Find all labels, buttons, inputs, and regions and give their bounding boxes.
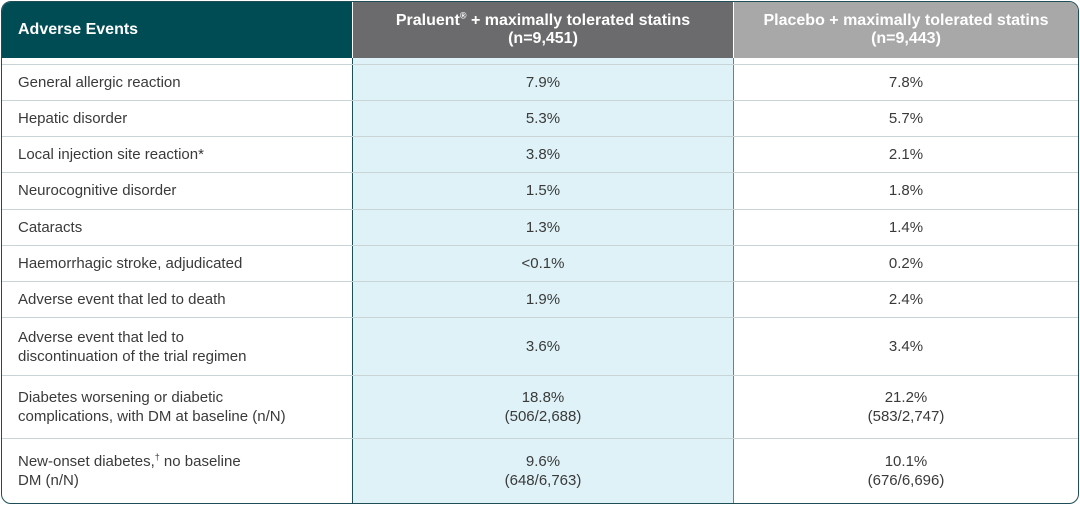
event-cell: Adverse event that led to death	[2, 281, 353, 318]
header-placebo-name: Placebo + maximally tolerated statins	[763, 11, 1049, 29]
praluent-cell: <0.1%	[353, 245, 734, 281]
event-cell: Haemorrhagic stroke, adjudicated	[2, 245, 353, 281]
placebo-cell: 21.2% (583/2,747)	[734, 376, 1078, 438]
header-placebo: Placebo + maximally tolerated statins (n…	[734, 2, 1078, 58]
event-line-2: discontinuation of the trial regimen	[18, 347, 247, 365]
header-praluent-name: Praluent	[395, 11, 460, 29]
praluent-cell: 9.6% (648/6,763)	[353, 438, 734, 503]
event-line-1b: no baseline	[159, 452, 241, 470]
header-spacer-row	[2, 57, 1078, 65]
praluent-cell: 7.9%	[353, 64, 734, 100]
header-praluent-reg: ®	[459, 10, 467, 21]
table-row: Neurocognitive disorder 1.5% 1.8%	[2, 173, 1078, 210]
placebo-cell: 2.4%	[888, 291, 924, 309]
header-adverse-events-label: Adverse Events	[18, 20, 139, 38]
header-praluent-n: (n=9,451)	[508, 29, 578, 47]
table-row: Local injection site reaction* 3.8% 2.1%	[2, 137, 1078, 174]
table-row: Adverse event that led to death 1.9% 2.4…	[2, 281, 1078, 319]
table-row: Cataracts 1.3% 1.4%	[2, 209, 1078, 246]
placebo-cell: 3.4%	[888, 338, 924, 356]
placebo-cell: 2.1%	[888, 146, 924, 164]
placebo-cell-text: 21.2% (583/2,747)	[868, 388, 945, 426]
event-cell: New-onset diabetes,† no baseline DM (n/N…	[2, 438, 353, 503]
table-row: Adverse event that led to discontinuatio…	[2, 318, 1078, 376]
placebo-cell: 10.1% (676/6,696)	[734, 439, 1078, 503]
placebo-count: (583/2,747)	[867, 407, 945, 425]
event-line-1: Adverse event that led to	[18, 328, 184, 346]
header-praluent: Praluent® + maximally tolerated statins …	[353, 2, 734, 58]
header-placebo-n: (n=9,443)	[871, 29, 941, 47]
event-cell: Diabetes worsening or diabetic complicat…	[2, 375, 353, 438]
praluent-cell: 5.3%	[353, 100, 734, 137]
praluent-cell-text: 18.8% (506/2,688)	[505, 388, 582, 426]
event-line-1: Diabetes worsening or diabetic	[18, 388, 224, 406]
placebo-cell: 5.7%	[888, 109, 924, 127]
event-cell-text: New-onset diabetes,† no baseline DM (n/N…	[18, 452, 241, 490]
placebo-count: (676/6,696)	[867, 471, 945, 489]
praluent-value: 18.8%	[521, 388, 565, 406]
header-adverse-events: Adverse Events	[2, 2, 353, 58]
placebo-cell: 7.8%	[888, 73, 924, 91]
table-row: New-onset diabetes,† no baseline DM (n/N…	[2, 438, 1078, 503]
table-row: Hepatic disorder 5.3% 5.7%	[2, 100, 1078, 138]
praluent-value: 9.6%	[525, 452, 561, 470]
header-praluent-rest: + maximally tolerated statins	[466, 11, 691, 29]
placebo-cell: 1.8%	[888, 182, 924, 200]
event-line-2: complications, with DM at baseline (n/N)	[18, 407, 286, 425]
event-cell: Adverse event that led to discontinuatio…	[2, 318, 353, 375]
header-praluent-text: Praluent® + maximally tolerated statins …	[395, 10, 691, 48]
table-row: Diabetes worsening or diabetic complicat…	[2, 375, 1078, 439]
praluent-cell: 1.3%	[353, 209, 734, 245]
placebo-cell: 0.2%	[888, 254, 924, 272]
praluent-cell: 3.6%	[353, 318, 734, 375]
event-cell: Hepatic disorder	[2, 100, 353, 137]
praluent-cell: 3.8%	[353, 137, 734, 173]
spacer-cell-3	[734, 58, 1078, 64]
placebo-value: 10.1%	[884, 452, 928, 470]
praluent-cell: 1.5%	[353, 173, 734, 209]
spacer-cell-2	[353, 57, 734, 64]
table-row: General allergic reaction 7.9% 7.8%	[2, 64, 1078, 101]
table-row: Haemorrhagic stroke, adjudicated <0.1% 0…	[2, 245, 1078, 282]
event-cell-text: Diabetes worsening or diabetic complicat…	[18, 388, 286, 426]
event-cell-text: Adverse event that led to discontinuatio…	[18, 328, 246, 366]
placebo-value: 21.2%	[884, 388, 928, 406]
praluent-count: (506/2,688)	[504, 407, 582, 425]
table-header-row: Adverse Events Praluent® + maximally tol…	[2, 2, 1078, 58]
placebo-cell-text: 10.1% (676/6,696)	[868, 452, 945, 490]
praluent-cell: 1.9%	[353, 281, 734, 318]
event-dagger: †	[154, 451, 160, 462]
event-cell: Cataracts	[2, 209, 353, 245]
event-cell: Local injection site reaction*	[2, 137, 353, 173]
placebo-cell: 1.4%	[888, 218, 924, 236]
event-line-1a: New-onset diabetes,	[18, 452, 155, 470]
spacer-cell-1	[2, 57, 353, 64]
event-cell: General allergic reaction	[2, 64, 353, 100]
header-placebo-text: Placebo + maximally tolerated statins (n…	[763, 12, 1048, 48]
praluent-count: (648/6,763)	[504, 471, 582, 489]
praluent-cell: 18.8% (506/2,688)	[353, 375, 734, 438]
event-cell: Neurocognitive disorder	[2, 173, 353, 209]
praluent-cell-text: 9.6% (648/6,763)	[505, 452, 582, 490]
event-line-2: DM (n/N)	[18, 471, 79, 489]
